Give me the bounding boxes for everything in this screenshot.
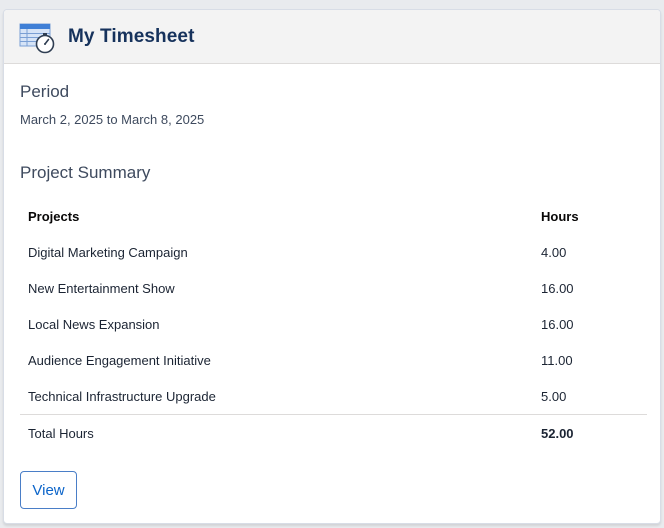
card-title: My Timesheet bbox=[68, 25, 195, 47]
project-name: Digital Marketing Campaign bbox=[28, 244, 188, 260]
project-hours: 16.00 bbox=[541, 316, 574, 332]
table-row: Digital Marketing Campaign 4.00 bbox=[20, 234, 647, 270]
column-header-projects: Projects bbox=[28, 208, 80, 224]
project-name: Technical Infrastructure Upgrade bbox=[28, 388, 216, 404]
view-button[interactable]: View bbox=[20, 471, 77, 509]
period-range: March 2, 2025 to March 8, 2025 bbox=[20, 112, 205, 127]
project-hours: 16.00 bbox=[541, 280, 574, 296]
timesheet-card: My Timesheet Period March 2, 2025 to Mar… bbox=[3, 9, 661, 524]
total-hours-value: 52.00 bbox=[533, 414, 647, 451]
total-hours-label: Total Hours bbox=[20, 414, 533, 451]
table-header-row: Projects Hours bbox=[20, 198, 647, 234]
table-row: Audience Engagement Initiative 11.00 bbox=[20, 342, 647, 378]
project-name: Local News Expansion bbox=[28, 316, 160, 332]
table-row: Technical Infrastructure Upgrade 5.00 bbox=[20, 378, 647, 415]
card-header: My Timesheet bbox=[4, 10, 660, 64]
period-heading: Period bbox=[20, 82, 70, 101]
project-hours: 4.00 bbox=[541, 244, 567, 260]
table-row: New Entertainment Show 16.00 bbox=[20, 270, 647, 306]
project-hours: 11.00 bbox=[541, 352, 573, 368]
timesheet-stopwatch-icon bbox=[19, 21, 57, 55]
project-name: Audience Engagement Initiative bbox=[28, 352, 211, 368]
project-hours: 5.00 bbox=[541, 388, 567, 404]
table-row: Local News Expansion 16.00 bbox=[20, 306, 647, 342]
project-summary-table: Projects Hours Digital Marketing Campaig… bbox=[20, 198, 647, 451]
project-summary-heading: Project Summary bbox=[20, 163, 151, 182]
total-row: Total Hours 52.00 bbox=[20, 414, 647, 451]
project-name: New Entertainment Show bbox=[28, 280, 175, 296]
column-header-hours: Hours bbox=[541, 208, 579, 224]
